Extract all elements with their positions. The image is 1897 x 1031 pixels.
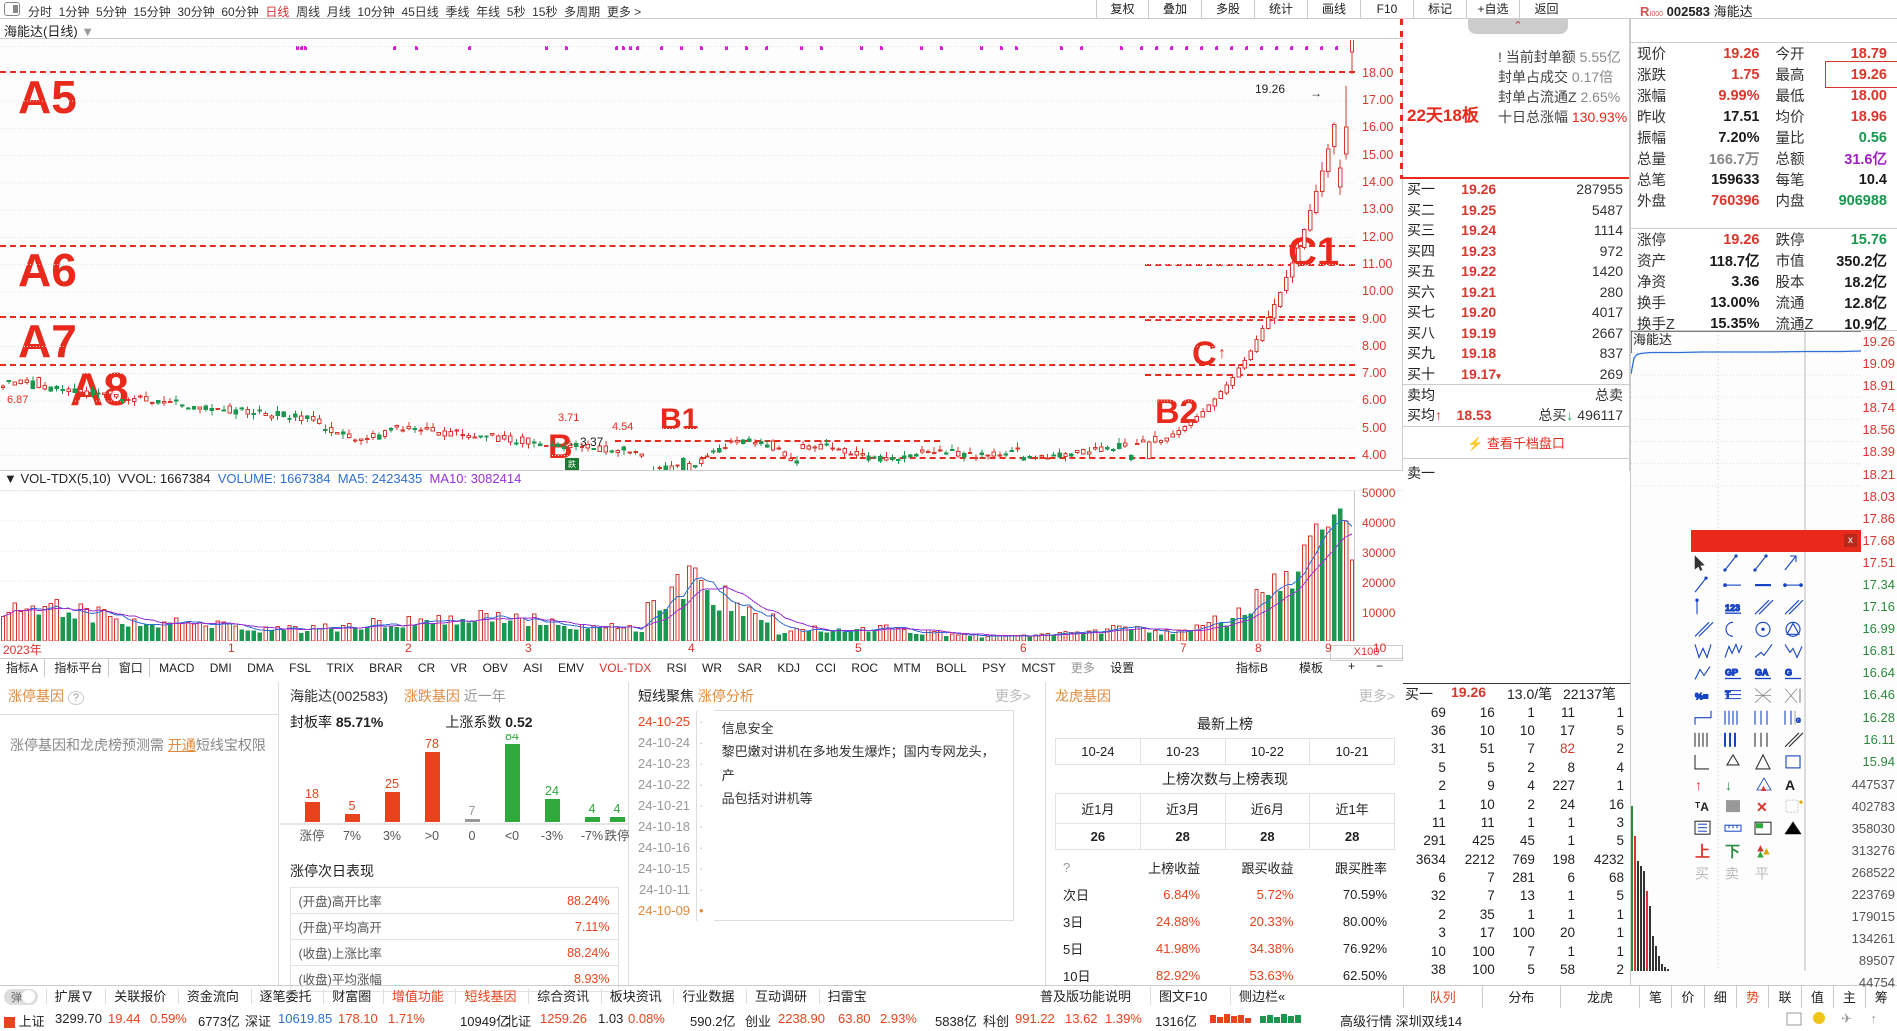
svg-text:涨停: 涨停 — [299, 828, 324, 843]
svg-text:G: G — [1785, 668, 1792, 678]
svg-text:跌停: 跌停 — [604, 828, 629, 843]
svg-text:4: 4 — [614, 802, 621, 816]
svg-text:7: 7 — [469, 804, 476, 818]
svg-text:平: 平 — [1755, 865, 1769, 881]
svg-text:0: 0 — [469, 829, 476, 843]
svg-text:>0: >0 — [425, 829, 439, 843]
svg-text:-3%: -3% — [541, 829, 563, 843]
svg-text:18: 18 — [305, 787, 319, 801]
svg-text:✕: ✕ — [1756, 799, 1768, 815]
svg-text:<0: <0 — [505, 829, 519, 843]
svg-text:买: 买 — [1695, 865, 1709, 881]
svg-text:3%: 3% — [383, 829, 401, 843]
svg-text:GA: GA — [1755, 668, 1769, 678]
svg-text:25: 25 — [385, 777, 399, 791]
svg-text:GP: GP — [1725, 668, 1738, 678]
svg-text:上: 上 — [1695, 843, 1710, 860]
svg-text:-7%: -7% — [581, 829, 603, 843]
svg-text:▲: ▲ — [1761, 845, 1772, 857]
svg-text:↓: ↓ — [1725, 777, 1732, 793]
svg-text:123: 123 — [1725, 603, 1740, 613]
svg-text:卖: 卖 — [1725, 865, 1739, 881]
svg-text:▲: ▲ — [1759, 783, 1768, 793]
svg-text:4: 4 — [589, 802, 596, 816]
svg-text:↑: ↑ — [1695, 777, 1702, 793]
svg-text:5: 5 — [349, 799, 356, 813]
svg-text:%≡: %≡ — [1695, 692, 1708, 702]
svg-text:ᵀA: ᵀA — [1695, 800, 1709, 814]
svg-text:24: 24 — [545, 784, 559, 798]
svg-text:G: G — [1796, 719, 1801, 725]
svg-text:A: A — [1785, 777, 1795, 793]
svg-text:84: 84 — [505, 734, 519, 743]
svg-text:7%: 7% — [343, 829, 361, 843]
svg-text:78: 78 — [425, 737, 439, 751]
svg-text:下: 下 — [1725, 843, 1740, 860]
